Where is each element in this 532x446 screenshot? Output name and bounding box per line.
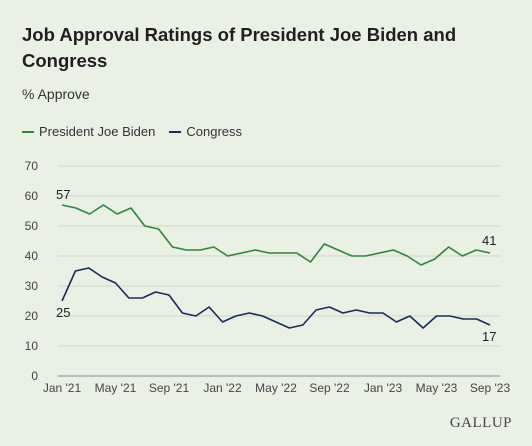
series-line-biden	[61, 204, 491, 266]
x-tick-label: May '23	[416, 381, 458, 395]
x-tick-label: Jan '21	[43, 381, 82, 395]
y-tick-label: 60	[25, 189, 39, 203]
y-tick-label: 30	[25, 279, 39, 293]
y-tick-label: 50	[25, 219, 39, 233]
legend-label-biden: President Joe Biden	[39, 124, 156, 139]
legend-label-congress: Congress	[186, 124, 242, 139]
x-tick-label: Jan '22	[203, 381, 242, 395]
legend-item-biden: President Joe Biden	[22, 124, 155, 139]
x-tick-label: May '22	[255, 381, 297, 395]
x-tick-label: Sep '23	[470, 381, 511, 395]
x-tick-label: Jan '23	[364, 381, 403, 395]
legend-item-congress: Congress	[169, 124, 242, 139]
y-tick-label: 20	[25, 309, 39, 323]
gridlines	[58, 165, 500, 377]
series-line-congress	[61, 267, 491, 329]
y-tick-label: 40	[25, 249, 39, 263]
legend-swatch-biden	[22, 130, 34, 133]
x-tick-label: May '21	[95, 381, 137, 395]
end-label-congress: 17	[482, 329, 496, 344]
series-lines	[61, 204, 491, 329]
chart-title: Job Approval Ratings of President Joe Bi…	[22, 24, 457, 71]
source-logo: GALLUP	[449, 415, 512, 431]
x-tick-label: Sep '21	[149, 381, 190, 395]
y-axis-ticks: 0 10 20 30 40 50 60 70	[25, 159, 39, 383]
start-label-biden: 57	[56, 187, 70, 202]
y-tick-label: 0	[31, 369, 38, 383]
end-label-biden: 41	[482, 233, 496, 248]
y-tick-label: 10	[25, 339, 39, 353]
chart-subtitle: % Approve	[22, 86, 90, 102]
data-labels: 57 41 25 17	[56, 187, 496, 344]
x-axis-ticks: Jan '21 May '21 Sep '21 Jan '22 May '22 Sep '…	[43, 381, 511, 395]
y-tick-label: 70	[25, 159, 39, 173]
x-tick-label: Sep '22	[309, 381, 350, 395]
start-label-congress: 25	[56, 305, 70, 320]
legend: President Joe Biden Congress	[22, 124, 256, 139]
legend-swatch-congress	[169, 130, 182, 133]
